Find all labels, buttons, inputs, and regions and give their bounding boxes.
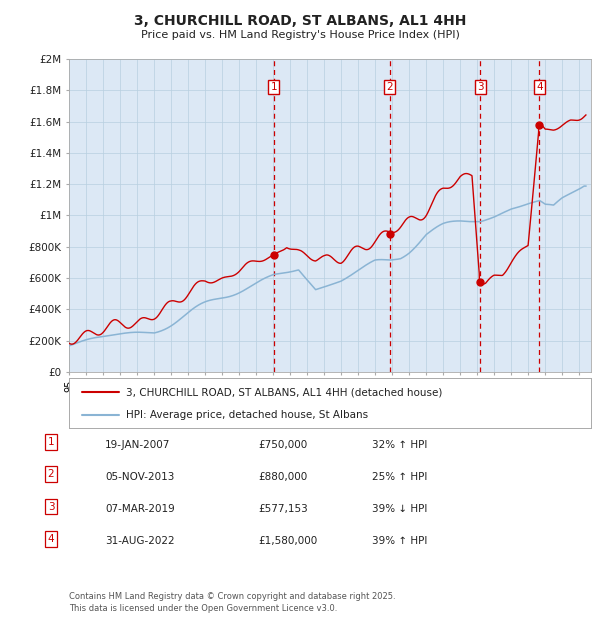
Text: 39% ↓ HPI: 39% ↓ HPI	[372, 504, 427, 514]
Text: 3: 3	[477, 82, 484, 92]
Text: 39% ↑ HPI: 39% ↑ HPI	[372, 536, 427, 546]
Text: 3, CHURCHILL ROAD, ST ALBANS, AL1 4HH (detached house): 3, CHURCHILL ROAD, ST ALBANS, AL1 4HH (d…	[127, 387, 443, 397]
Text: 1: 1	[47, 437, 55, 447]
Text: £880,000: £880,000	[258, 472, 307, 482]
Text: Contains HM Land Registry data © Crown copyright and database right 2025.
This d: Contains HM Land Registry data © Crown c…	[69, 591, 395, 613]
Text: 31-AUG-2022: 31-AUG-2022	[105, 536, 175, 546]
Text: 2: 2	[47, 469, 55, 479]
Text: £1,580,000: £1,580,000	[258, 536, 317, 546]
Text: Price paid vs. HM Land Registry's House Price Index (HPI): Price paid vs. HM Land Registry's House …	[140, 30, 460, 40]
Text: 4: 4	[536, 82, 543, 92]
Text: 05-NOV-2013: 05-NOV-2013	[105, 472, 175, 482]
Text: 3, CHURCHILL ROAD, ST ALBANS, AL1 4HH: 3, CHURCHILL ROAD, ST ALBANS, AL1 4HH	[134, 14, 466, 28]
Text: 2: 2	[386, 82, 393, 92]
Text: 1: 1	[271, 82, 277, 92]
Text: £750,000: £750,000	[258, 440, 307, 450]
Text: 3: 3	[47, 502, 55, 512]
Text: 07-MAR-2019: 07-MAR-2019	[105, 504, 175, 514]
Text: 25% ↑ HPI: 25% ↑ HPI	[372, 472, 427, 482]
Text: £577,153: £577,153	[258, 504, 308, 514]
Text: 4: 4	[47, 534, 55, 544]
Text: 19-JAN-2007: 19-JAN-2007	[105, 440, 170, 450]
Text: HPI: Average price, detached house, St Albans: HPI: Average price, detached house, St A…	[127, 410, 368, 420]
Text: 32% ↑ HPI: 32% ↑ HPI	[372, 440, 427, 450]
